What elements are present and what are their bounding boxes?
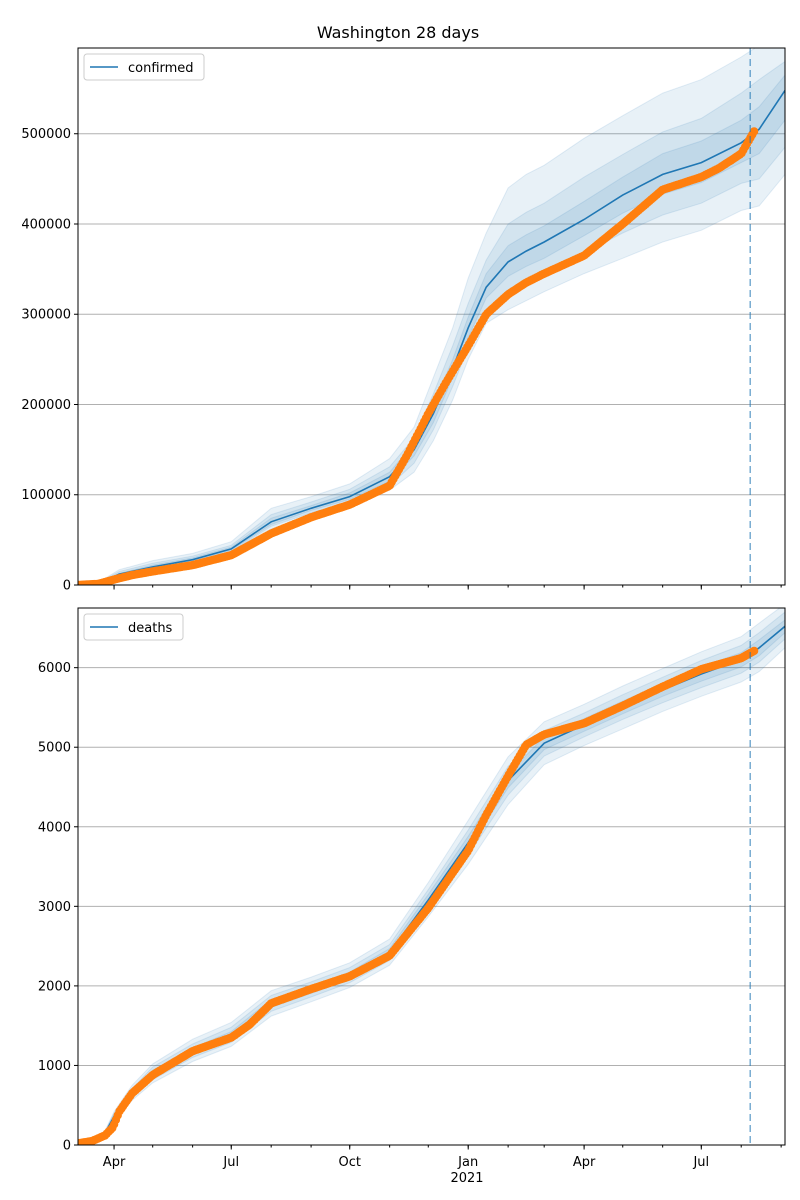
x-tick-label: Apr [103,1155,126,1170]
uncertainty-band [78,60,785,585]
x-tick-label: Jul [222,1155,239,1170]
legend-box [83,53,205,81]
x-year-label: 2021 [450,1171,483,1186]
x-tick-label: Jul [692,1155,709,1170]
observed-point [749,127,759,136]
axes-frame [77,607,786,1146]
legend: confirmed [83,53,205,81]
legend-label: confirmed [128,61,194,76]
y-tick-label: 400000 [21,217,71,232]
y-tick-label: 5000 [38,741,71,756]
axes-frame [77,47,786,586]
y-tick-label: 1000 [38,1059,71,1074]
y-tick-label: 6000 [38,661,71,676]
y-tick-label: 200000 [21,398,71,413]
chart-title: Washington 28 days [317,23,479,42]
uncertainty-band [78,74,785,585]
y-tick-label: 500000 [21,127,71,142]
panel-confirmed: 0 100000 200000 300000 400000 500000 confirmed [21,47,786,594]
y-tick-label: 0 [63,579,71,594]
y-tick-label: 0 [63,1139,71,1154]
y-tick-label: 2000 [38,979,71,994]
legend-box [83,613,184,641]
panel-deaths: 0 1000 2000 3000 4000 5000 6000 Apr Jul Oct Jan Apr… [38,607,786,1170]
y-tick-label: 4000 [38,820,71,835]
legend: deaths [83,613,184,641]
y-tick-label: 100000 [21,488,71,503]
y-tick-label: 300000 [21,308,71,323]
uncertainty-band [78,608,785,1144]
observed-point [749,646,759,656]
legend-label: deaths [128,621,173,636]
y-tick-label: 3000 [38,900,71,915]
x-tick-label: Apr [573,1155,596,1170]
x-tick-label: Jan [457,1155,478,1170]
x-tick-label: Oct [338,1155,360,1170]
